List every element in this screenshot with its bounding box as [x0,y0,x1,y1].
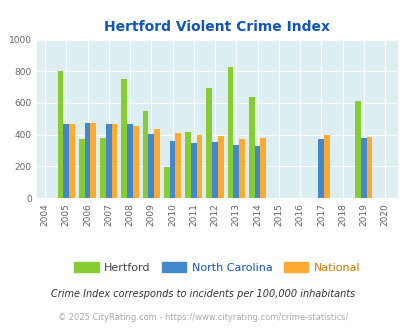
Bar [106,124,111,198]
Bar [143,111,148,198]
Bar [318,139,324,198]
Bar [360,138,366,198]
Bar [254,146,260,198]
Bar [185,132,190,198]
Bar [217,136,223,198]
Bar [260,138,266,198]
Bar [248,97,254,198]
Bar [206,88,212,198]
Bar [233,145,239,198]
Bar [169,141,175,198]
Bar [69,123,75,198]
Bar [127,123,132,198]
Bar [79,139,85,198]
Bar [324,135,329,198]
Bar [85,123,90,198]
Bar [100,138,106,198]
Bar [164,167,169,198]
Bar [196,135,202,198]
Title: Hertford Violent Crime Index: Hertford Violent Crime Index [104,20,329,34]
Bar [366,137,371,198]
Text: Crime Index corresponds to incidents per 100,000 inhabitants: Crime Index corresponds to incidents per… [51,289,354,299]
Bar [212,142,217,198]
Bar [190,143,196,198]
Bar [63,123,69,198]
Bar [90,123,96,198]
Legend: Hertford, North Carolina, National: Hertford, North Carolina, National [70,257,364,277]
Bar [175,133,181,198]
Bar [154,129,160,198]
Bar [121,79,127,198]
Bar [132,126,139,198]
Bar [227,67,233,198]
Bar [148,134,154,198]
Bar [58,71,63,198]
Bar [111,124,117,198]
Bar [354,101,360,198]
Text: © 2025 CityRating.com - https://www.cityrating.com/crime-statistics/: © 2025 CityRating.com - https://www.city… [58,313,347,322]
Bar [239,139,244,198]
